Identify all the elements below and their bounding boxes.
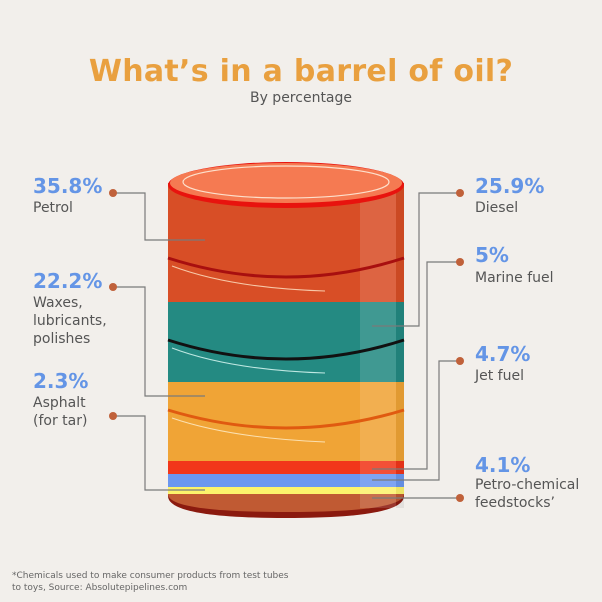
hoop-3-shine [171, 417, 326, 443]
band-jet-fuel [168, 474, 404, 487]
band-asphalt [168, 487, 404, 494]
hoop-2-shine [171, 347, 326, 374]
hoop-1-shine [171, 265, 326, 292]
petrochemical-label-1: Petro-chemical [475, 477, 580, 493]
marine-fuel-label: Marine fuel [475, 270, 554, 286]
diesel-label: Diesel [475, 200, 519, 216]
hoop-1 [167, 256, 405, 279]
barrel-lid-inner-ring [182, 165, 390, 199]
band-petrochemical [168, 494, 404, 512]
asphalt-label-1: Asphalt [33, 395, 86, 411]
footnote: *Chemicals used to make consumer product… [12, 570, 288, 594]
jet-fuel-label: Jet fuel [475, 368, 524, 384]
asphalt-label-2: (for tar) [33, 413, 88, 429]
marine-fuel-percent: 5% [475, 243, 509, 267]
footnote-line-2: to toys, Source: Absolutepipelines.com [12, 583, 188, 593]
waxes-label-3: polishes [33, 331, 91, 347]
chart-title: What’s in a barrel of oil? [88, 54, 514, 89]
waxes-label-2: lubricants, [33, 313, 107, 329]
chart-subtitle: By percentage [249, 90, 353, 106]
waxes-percent: 22.2% [33, 269, 103, 293]
band-diesel [168, 302, 404, 382]
asphalt-percent: 2.3% [33, 369, 89, 393]
petrol-percent: 35.8% [33, 174, 103, 198]
hoop-3 [167, 408, 405, 430]
diesel-percent: 25.9% [475, 174, 545, 198]
petrochemical-percent: 4.1% [475, 453, 531, 477]
petrol-label: Petrol [33, 200, 73, 216]
footnote-line-1: *Chemicals used to make consumer product… [12, 571, 289, 581]
band-marine-fuel [168, 461, 404, 474]
barrel-lid [170, 163, 402, 203]
leader-lines [113, 192, 460, 499]
leader-dots [109, 189, 464, 502]
hoop-2 [167, 338, 405, 361]
waxes-label-1: Waxes, [33, 295, 83, 311]
barrel-edge-shade [396, 183, 404, 508]
jet-fuel-percent: 4.7% [475, 342, 531, 366]
petrochemical-label-2: feedstocks’ [475, 495, 555, 511]
